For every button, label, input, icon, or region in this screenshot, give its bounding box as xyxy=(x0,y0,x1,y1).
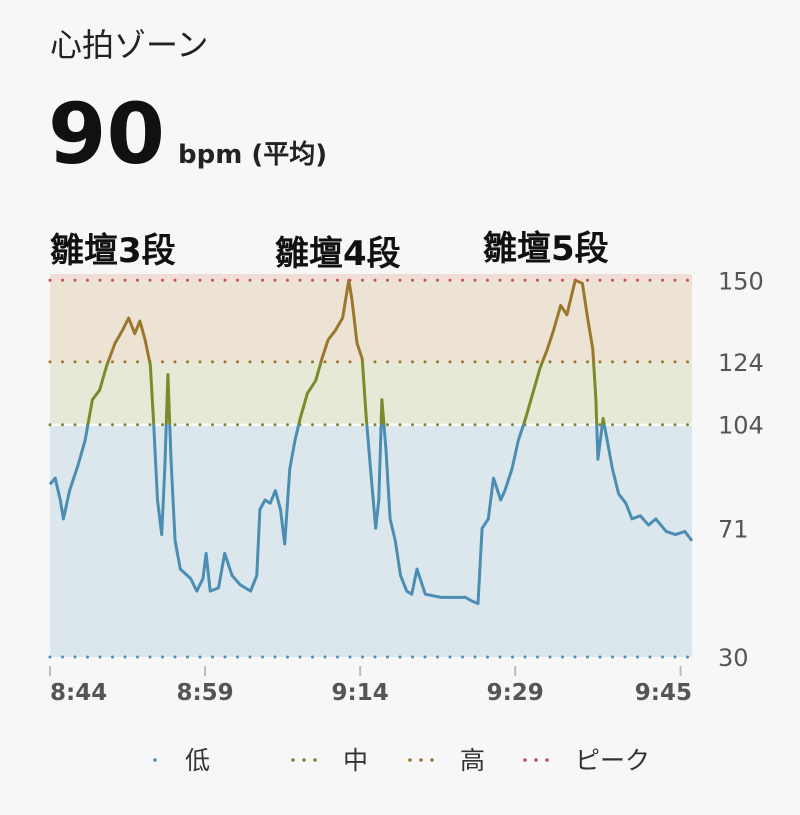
y-tick-label: 71 xyxy=(718,515,749,543)
legend-marker xyxy=(408,758,412,762)
legend-label: 高 xyxy=(460,746,485,775)
unit: bpm (平均) xyxy=(178,140,327,170)
y-tick-label: 124 xyxy=(718,349,764,377)
legend-marker xyxy=(534,758,538,762)
annotation: 雛壇3段 xyxy=(50,231,176,271)
title: 心拍ゾーン xyxy=(50,26,208,64)
legend-label: 中 xyxy=(343,746,368,775)
x-tick-label: 8:59 xyxy=(176,680,233,706)
legend-marker xyxy=(153,758,157,762)
annotation: 雛壇4段 xyxy=(275,234,401,274)
legend-item: ピーク xyxy=(523,746,650,775)
legend-marker xyxy=(430,758,434,762)
legend-marker xyxy=(302,758,306,762)
average-value: 90 xyxy=(48,85,165,183)
x-tick-label: 9:29 xyxy=(487,680,544,706)
legend-marker xyxy=(523,758,527,762)
y-tick-label: 30 xyxy=(718,644,749,672)
legend-item: 低 xyxy=(153,746,210,775)
legend-item: 中 xyxy=(291,746,368,775)
x-tick-label: 9:14 xyxy=(332,680,389,706)
legend-label: 低 xyxy=(185,746,210,775)
x-tick-label: 8:44 xyxy=(50,680,107,706)
zone-band xyxy=(50,274,692,281)
legend-marker xyxy=(313,758,317,762)
x-tick-label: 9:45 xyxy=(635,680,692,706)
legend-marker xyxy=(545,758,549,762)
y-tick-label: 104 xyxy=(718,412,764,440)
zone-band xyxy=(50,361,692,425)
annotation: 雛壇5段 xyxy=(483,229,609,269)
y-tick-label: 150 xyxy=(718,267,764,295)
legend-marker xyxy=(419,758,423,762)
heart-rate-line xyxy=(48,278,694,606)
legend-label: ピーク xyxy=(575,746,650,775)
legend-item: 高 xyxy=(408,746,485,775)
legend-marker xyxy=(291,758,295,762)
